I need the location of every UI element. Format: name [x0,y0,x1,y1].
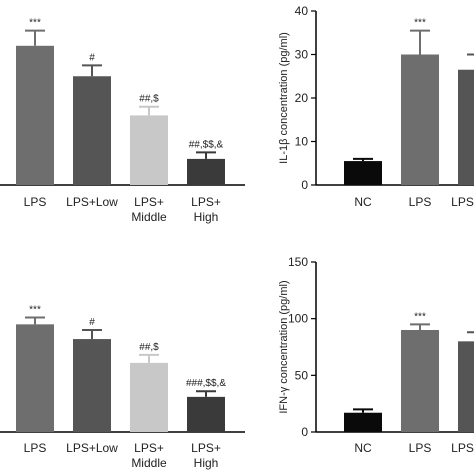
x-tick-label: LPS+ High [191,441,221,470]
significance-label: ###,$$,& [186,378,226,389]
bar-lps-middle [130,362,168,432]
x-tick-label: LPS+Low [66,195,118,209]
y-tick-label: 100 [288,312,308,326]
bar-lps-high [187,396,225,432]
bar-lps-low [458,341,474,432]
x-tick-label: LPS [24,195,47,209]
bar-lps-low [458,69,474,185]
bar-lps [401,330,439,432]
y-tick-label: 20 [295,91,309,105]
bar-lps-low [73,76,111,185]
y-tick-label: 30 [295,48,309,62]
y-tick-label: 150 [288,255,308,269]
significance-label: *** [29,305,41,316]
x-tick-label: LPS+Low [451,195,474,209]
significance-label: # [89,317,95,328]
y-axis-title: IFN-γ concentration (pg/ml) [278,280,290,413]
x-tick-label: LPS+Low [66,441,118,455]
significance-label: *** [414,18,426,29]
x-tick-label: LPS+Low [451,441,474,455]
x-tick-label: LPS [409,195,432,209]
bar-lps-middle [130,115,168,185]
panel-top-right: 0 10 20 30 40 IL-1β concentration (pg/ml) NC **… [278,4,474,209]
y-tick-label: 10 [295,135,309,149]
bar-nc [344,412,382,432]
significance-label: *** [414,311,426,322]
x-tick-label: NC [354,195,372,209]
bar-lps-low [73,339,111,432]
significance-label: ##,$ [139,342,159,353]
y-tick-label: 0 [301,178,308,192]
bar-nc [344,161,382,185]
panel-bottom-left: *** LPS # LPS+Low ##,$ LPS+ Middle ###,$$,& LPS+… [0,305,245,470]
bar-lps [16,45,54,185]
bar-lps [16,324,54,432]
panel-bottom-right: 0 50 100 150 IFN-γ concentration (pg/ml) NC **… [278,255,474,455]
x-tick-label: LPS+ High [191,195,221,224]
x-tick-label: LPS [24,441,47,455]
x-tick-label: NC [354,441,372,455]
bar-lps-high [187,158,225,185]
panel-top-left: *** LPS # LPS+Low ##,$ LPS+ Middle ##,$$,& LPS+ H… [0,18,245,224]
significance-label: ##,$$,& [189,139,224,150]
significance-label: # [89,52,95,63]
x-tick-label: LPS+ Middle [131,441,167,470]
y-tick-label: 50 [295,368,309,382]
x-tick-label: LPS [409,441,432,455]
significance-label: *** [29,18,41,29]
bar-lps [401,54,439,185]
y-tick-label: 40 [295,4,309,18]
significance-label: ##,$ [139,94,159,105]
y-tick-label: 0 [301,425,308,439]
x-tick-label: LPS+ Middle [131,195,167,224]
y-axis-title: IL-1β concentration (pg/ml) [278,32,290,164]
